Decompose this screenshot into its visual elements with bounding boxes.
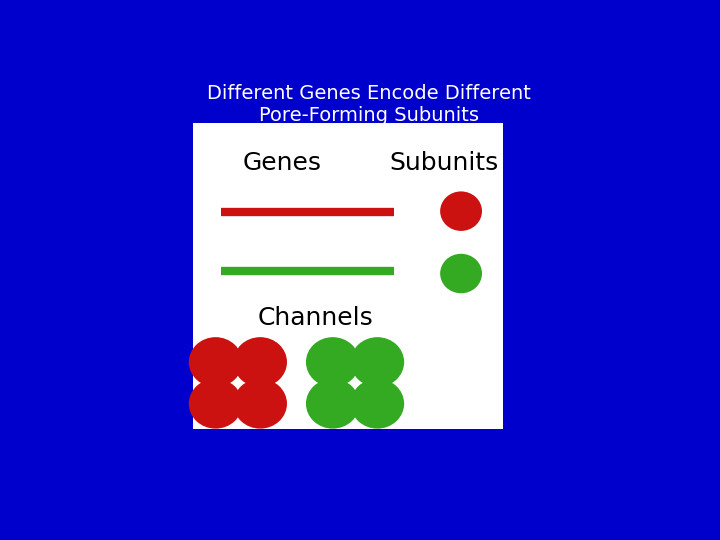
- Text: Channels: Channels: [258, 306, 374, 330]
- Ellipse shape: [306, 379, 359, 429]
- Ellipse shape: [440, 191, 482, 231]
- Ellipse shape: [233, 379, 287, 429]
- Text: Genes: Genes: [243, 151, 322, 174]
- Ellipse shape: [189, 379, 243, 429]
- Text: Subunits: Subunits: [390, 151, 499, 174]
- Ellipse shape: [306, 337, 359, 387]
- Ellipse shape: [351, 337, 404, 387]
- Ellipse shape: [440, 254, 482, 293]
- Text: Different Genes Encode Different
Pore-Forming Subunits: Different Genes Encode Different Pore-Fo…: [207, 84, 531, 125]
- Ellipse shape: [189, 337, 243, 387]
- Ellipse shape: [351, 379, 404, 429]
- FancyBboxPatch shape: [193, 123, 503, 429]
- Ellipse shape: [233, 337, 287, 387]
